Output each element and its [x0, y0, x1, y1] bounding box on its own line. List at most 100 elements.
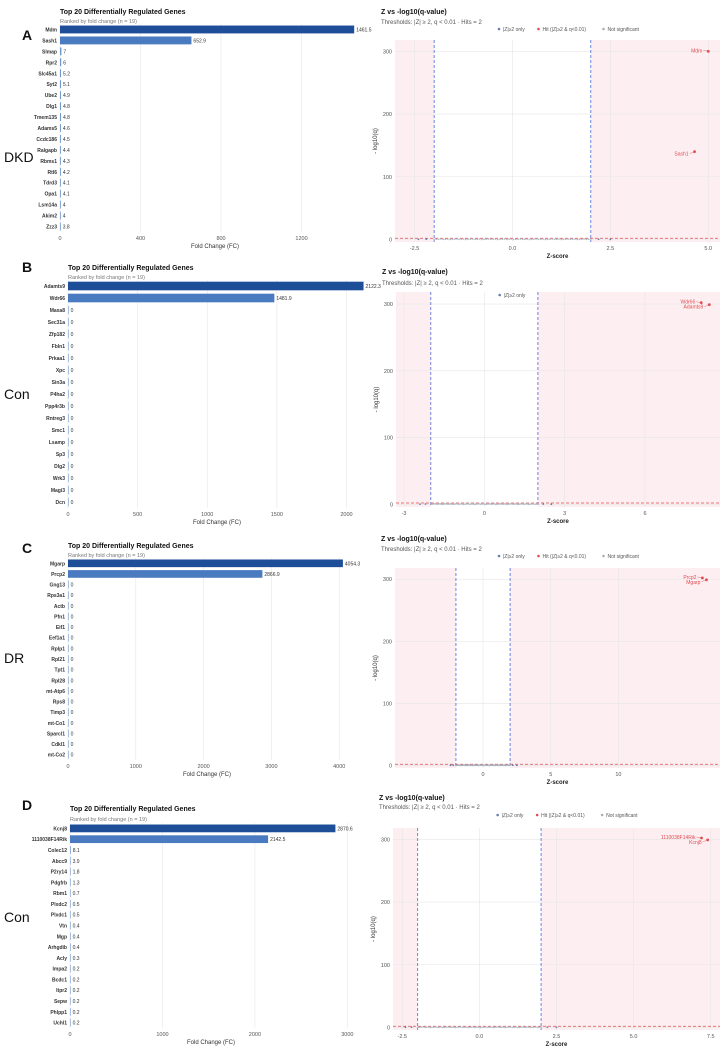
volcano-point [438, 1026, 441, 1029]
bar-value-label: 0 [71, 452, 74, 458]
volcano-point [502, 1026, 505, 1028]
volcano-point [519, 238, 522, 240]
volcano-chart: Z vs -log10(q-value) Thresholds: |Z| ≥ 2,… [371, 795, 720, 1048]
bar-value-label: 4.1 [63, 192, 70, 198]
bar [70, 835, 269, 844]
volcano-point [529, 1026, 532, 1029]
volcano-point [531, 1026, 534, 1029]
volcano-point [496, 503, 499, 506]
volcano-y-tick-label: 200 [381, 900, 390, 906]
bar-value-label: 0 [71, 604, 74, 610]
volcano-point [474, 1026, 476, 1029]
volcano-point [447, 1026, 449, 1028]
bar [60, 91, 61, 100]
bar [70, 867, 71, 876]
volcano-point [484, 1026, 487, 1028]
bar-value-label: 4.3 [63, 159, 70, 165]
bar [68, 389, 69, 399]
volcano-title: Z vs -log10(q-value) [381, 536, 447, 543]
volcano-point [555, 238, 558, 241]
bar [70, 878, 71, 887]
bar-category-label: Itpr2 [56, 988, 67, 994]
bar-category-label: Tpt1 [54, 668, 65, 674]
volcano-point [482, 502, 485, 505]
bar-value-label: 1.8 [73, 870, 80, 876]
volcano-point [453, 503, 455, 506]
bar [68, 580, 69, 589]
bar-value-label: 0 [71, 440, 74, 446]
volcano-point [476, 238, 479, 241]
bar-category-label: Rntreg3 [46, 416, 65, 422]
volcano-hit-label: Prcp2 [683, 575, 696, 581]
bar-category-label: Sec31a [48, 320, 65, 326]
volcano-point [425, 1026, 428, 1029]
bar-value-label: 0 [71, 392, 74, 398]
bar-value-label: 2870.6 [337, 826, 353, 832]
volcano-y-tick-label: 100 [381, 963, 390, 969]
volcano-point [533, 503, 536, 506]
bar-category-label: Zfp182 [49, 332, 65, 338]
volcano-point [449, 238, 451, 241]
bar-category-label: Gng13 [49, 583, 65, 589]
volcano-point [496, 238, 499, 241]
bar-x-axis-label: Fold Change (FC) [191, 244, 239, 250]
volcano-title: Z vs -log10(q-value) [381, 9, 447, 16]
volcano-point [427, 1026, 430, 1028]
volcano-legend: |Z|≥2 only Hit (|Z|≥2 & q<0.01) Not signif… [496, 813, 638, 819]
bar-category-label: Wdr66 [50, 296, 66, 302]
bar-category-label: Magi3 [51, 488, 65, 494]
bar [70, 1007, 71, 1016]
bar [60, 178, 61, 187]
bar [70, 964, 71, 973]
bar-chart-title: Top 20 Differentially Regulated Genes [68, 265, 194, 272]
volcano-y-tick-label: 0 [390, 502, 393, 508]
volcano-point [515, 1026, 517, 1028]
bar [68, 461, 69, 471]
volcano-point [542, 238, 545, 240]
bar [60, 167, 61, 176]
bar-x-tick-label: 1200 [295, 236, 307, 242]
bar-value-label: 0 [71, 710, 74, 716]
volcano-point [422, 1026, 424, 1028]
volcano-point [513, 1026, 516, 1029]
volcano-point [459, 503, 462, 505]
bar-category-label: Tmem135 [34, 115, 57, 121]
volcano-point [433, 238, 436, 241]
volcano-x-axis-label: Z-score [547, 254, 569, 260]
bar-category-label: Fbln1 [52, 344, 66, 350]
volcano-point [476, 503, 479, 505]
bar-value-label: 0.4 [73, 924, 80, 930]
volcano-point [479, 1026, 482, 1029]
volcano-point [488, 502, 491, 505]
volcano-point [468, 503, 471, 506]
volcano-point [495, 1026, 498, 1029]
volcano-point [436, 503, 438, 506]
bar [68, 329, 69, 339]
panel-c: C DR Top 20 Differentially Regulated Genes… [4, 536, 720, 786]
volcano-point [456, 1026, 458, 1029]
bar [60, 135, 61, 143]
volcano-point [458, 238, 461, 241]
volcano-point [549, 238, 551, 241]
bar-category-label: Phlpp1 [50, 1010, 67, 1016]
volcano-point [471, 238, 474, 240]
bar-category-label: Smc1 [52, 428, 66, 434]
volcano-point [467, 502, 469, 505]
volcano-point [451, 238, 454, 241]
bar-category-label: Sepw [54, 999, 67, 1005]
volcano-point [492, 238, 495, 241]
volcano-shade-right [510, 568, 720, 768]
volcano-point [587, 238, 590, 241]
bar-value-label: 0.2 [73, 999, 80, 1005]
volcano-point [457, 503, 460, 506]
volcano-point [537, 238, 540, 241]
volcano-point [443, 1026, 446, 1029]
volcano-point [425, 238, 428, 241]
volcano-point [546, 238, 549, 241]
bar-value-label: 2122.3 [366, 284, 382, 290]
volcano-hit-label: Mgarp [686, 580, 700, 586]
volcano-point [537, 502, 539, 505]
volcano-point [533, 1026, 535, 1029]
bar-value-label: 0 [71, 689, 74, 695]
